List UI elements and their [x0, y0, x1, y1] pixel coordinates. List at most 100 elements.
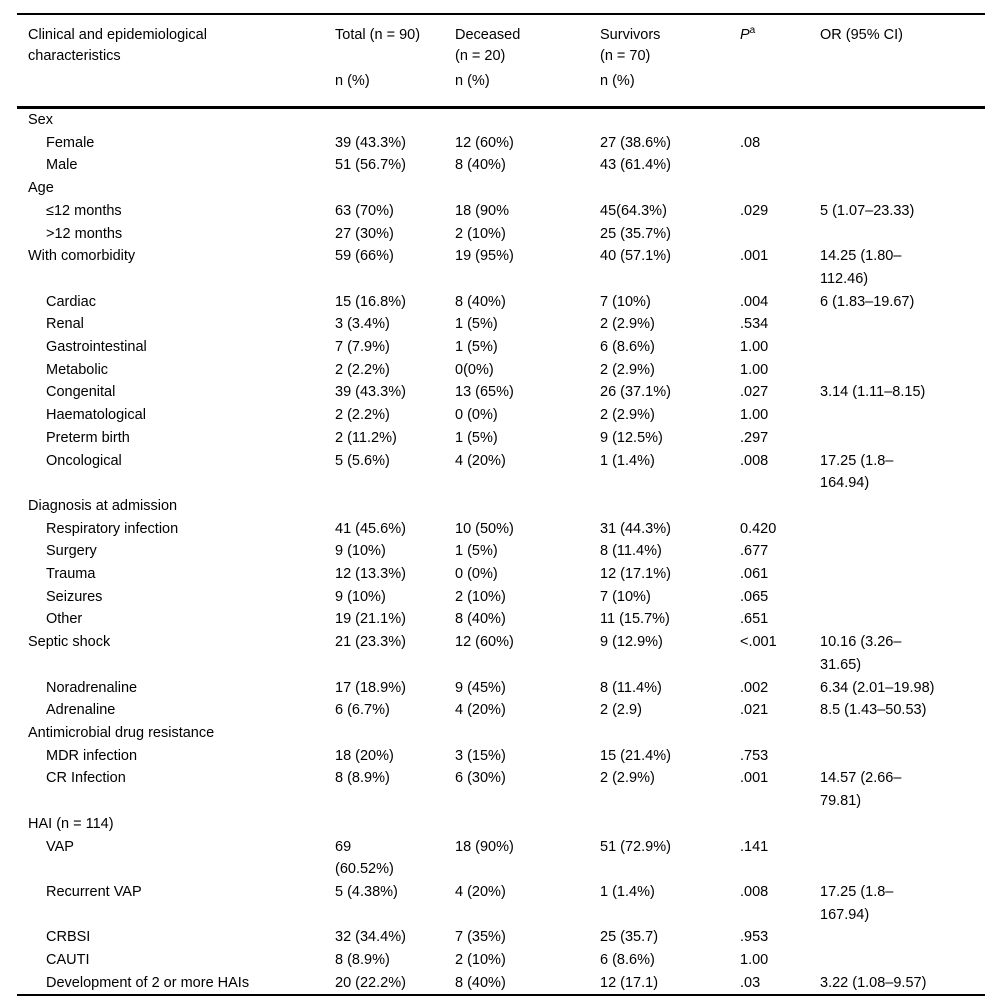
cell-or: 6 (1.83–19.67): [820, 293, 915, 310]
table-row: Sex: [17, 108, 985, 132]
cell-or: [820, 540, 985, 563]
cell-survivors: 8 (11.4%): [600, 543, 662, 560]
cell-total: 39 (43.3%): [335, 384, 406, 401]
header-survivors: Survivors (n = 70): [600, 27, 661, 64]
row-label: Recurrent VAP: [46, 883, 142, 900]
row-label: CR Infection: [46, 770, 126, 787]
cell-or: [820, 586, 985, 609]
row-label: Preterm birth: [46, 429, 130, 446]
table-row: Surgery 9 (10%) 1 (5%) 8 (11.4%) .677: [17, 540, 985, 563]
cell-survivors: 31 (44.3%): [600, 520, 671, 537]
row-label: >12 months: [46, 225, 123, 242]
cell-survivors: 6 (8.6%): [600, 339, 655, 356]
header-or-sub: [820, 73, 985, 108]
table-row: HAI (n = 114): [17, 813, 985, 836]
table-row: Trauma 12 (13.3%) 0 (0%) 12 (17.1%) .061: [17, 563, 985, 586]
header-deceased: Deceased (n = 20): [455, 27, 521, 64]
cell-deceased: 12 (60%): [455, 134, 514, 151]
header-characteristics: Clinical and epidemiological characteris…: [28, 27, 207, 64]
cell-or: [820, 427, 985, 450]
table-row: ≤12 months 63 (70%) 18 (90% 45(64.3%) .029 5 …: [17, 200, 985, 223]
cell-total: 9 (10%): [335, 543, 386, 560]
cell-total: 6 (6.7%): [335, 702, 390, 719]
cell-survivors: 1 (1.4%): [600, 452, 655, 469]
cell-total: [335, 813, 455, 836]
row-label: HAI (n = 114): [28, 815, 114, 832]
cell-p: .004: [740, 293, 769, 310]
cell-or: 8.5 (1.43–50.53): [820, 702, 927, 719]
cell-p: [740, 177, 820, 200]
cell-deceased: 18 (90%: [455, 202, 510, 219]
row-label: Antimicrobial drug resistance: [28, 724, 215, 741]
cell-or: 14.57 (2.66– 79.81): [820, 770, 902, 810]
table-row: CAUTI 8 (8.9%) 2 (10%) 6 (8.6%) 1.00: [17, 949, 985, 972]
cell-or: [820, 745, 985, 768]
row-label: Cardiac: [46, 293, 96, 310]
cell-survivors: 26 (37.1%): [600, 384, 671, 401]
cell-p: .141: [740, 838, 769, 855]
cell-survivors: 51 (72.9%): [600, 838, 671, 855]
table-row: MDR infection 18 (20%) 3 (15%) 15 (21.4%) .7…: [17, 745, 985, 768]
cell-total: [335, 177, 455, 200]
table-row: Haematological 2 (2.2%) 0 (0%) 2 (2.9%) 1.00: [17, 404, 985, 427]
header-deceased-sub: n (%): [455, 73, 490, 89]
cell-deceased: 4 (20%): [455, 702, 506, 719]
header-p-sub: [740, 73, 820, 108]
cell-survivors: [600, 813, 740, 836]
cell-or: [820, 949, 985, 972]
cell-p: 1.00: [740, 339, 769, 356]
cell-total: 15 (16.8%): [335, 293, 406, 310]
cell-or: [820, 404, 985, 427]
header-p-value: Pa: [740, 14, 820, 73]
cell-survivors: 12 (17.1): [600, 974, 659, 991]
cell-total: 59 (66%): [335, 248, 394, 265]
cell-deceased: 1 (5%): [455, 316, 498, 333]
cell-p: .029: [740, 202, 769, 219]
header-subtitle-row: n (%) n (%) n (%): [17, 73, 985, 108]
cell-deceased: 2 (10%): [455, 225, 506, 242]
cell-or: 17.25 (1.8– 167.94): [820, 883, 894, 923]
cell-survivors: [600, 108, 740, 132]
cell-total: 18 (20%): [335, 747, 394, 764]
cell-survivors: 2 (2.9%): [600, 361, 655, 378]
table-row: Metabolic 2 (2.2%) 0(0%) 2 (2.9%) 1.00: [17, 359, 985, 382]
cell-survivors: [600, 177, 740, 200]
cell-p: 1.00: [740, 361, 769, 378]
cell-deceased: [455, 813, 600, 836]
characteristics-table: Clinical and epidemiological characteris…: [17, 13, 985, 997]
row-label: With comorbidity: [28, 248, 136, 265]
cell-survivors: 40 (57.1%): [600, 248, 671, 265]
cell-total: 8 (8.9%): [335, 770, 390, 787]
cell-survivors: [600, 722, 740, 745]
cell-p: .953: [740, 929, 769, 946]
table-row: Congenital 39 (43.3%) 13 (65%) 26 (37.1%) .0…: [17, 381, 985, 404]
table-row: Age: [17, 177, 985, 200]
table-row: With comorbidity 59 (66%) 19 (95%) 40 (57.1…: [17, 245, 985, 290]
table-row: CR Infection 8 (8.9%) 6 (30%) 2 (2.9%) .001 1…: [17, 767, 985, 812]
table-row: Cardiac 15 (16.8%) 8 (40%) 7 (10%) .004 6 (1.…: [17, 291, 985, 314]
table-row: Seizures 9 (10%) 2 (10%) 7 (10%) .065: [17, 586, 985, 609]
cell-survivors: 2 (2.9%): [600, 316, 655, 333]
row-label: Adrenaline: [46, 702, 116, 719]
characteristics-table-container: Clinical and epidemiological characteris…: [17, 13, 985, 997]
table-row: Recurrent VAP 5 (4.38%) 4 (20%) 1 (1.4%) .00…: [17, 881, 985, 926]
cell-p: .008: [740, 452, 769, 469]
row-label: Congenital: [46, 384, 116, 401]
cell-p: .001: [740, 248, 769, 265]
header-title-row: Clinical and epidemiological characteris…: [17, 14, 985, 73]
cell-p: .651: [740, 611, 769, 628]
cell-total: 2 (2.2%): [335, 361, 390, 378]
table-row: CRBSI 32 (34.4%) 7 (35%) 25 (35.7) .953: [17, 926, 985, 949]
table-row: >12 months 27 (30%) 2 (10%) 25 (35.7%): [17, 223, 985, 246]
cell-or: [820, 132, 985, 155]
cell-deceased: 2 (10%): [455, 588, 506, 605]
row-label: Development of 2 or more HAIs: [46, 974, 250, 991]
row-label: Respiratory infection: [46, 520, 179, 537]
p-footnote-marker: a: [749, 25, 756, 37]
cell-survivors: 2 (2.9%): [600, 407, 655, 424]
cell-p: .534: [740, 316, 769, 333]
cell-deceased: [455, 108, 600, 132]
row-label: CRBSI: [46, 929, 91, 946]
cell-p: .065: [740, 588, 769, 605]
cell-p: 1.00: [740, 952, 769, 969]
